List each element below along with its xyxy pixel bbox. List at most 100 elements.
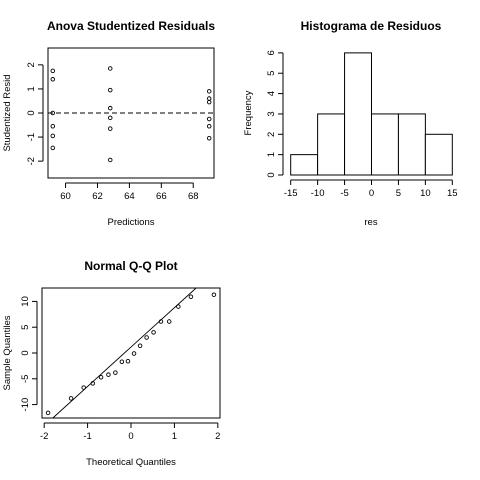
qq-point <box>166 319 172 324</box>
histogram-bar <box>317 113 346 176</box>
histogram-y-axis: 0 1 2 3 4 5 6 <box>266 50 284 178</box>
histogram-bars <box>290 52 453 176</box>
qq-point <box>119 359 125 365</box>
qq-point <box>188 294 194 300</box>
qq-y-tick-label: 10 <box>20 296 31 307</box>
qq-x-axis: -2 -1 0 1 2 <box>40 422 220 442</box>
residual-point <box>107 115 113 121</box>
qq-panel: Normal Q-Q Plot Theoretical Quantiles Sa… <box>2 259 221 468</box>
residuals-x-tick-label: 66 <box>156 191 167 202</box>
histogram-y-tick-label: 6 <box>266 50 277 55</box>
histogram-x-axis: -15 -10 -5 0 5 10 15 <box>284 179 458 199</box>
qq-point <box>90 381 96 386</box>
qq-x-tick-label: -2 <box>40 431 48 442</box>
qq-point <box>211 292 217 297</box>
residual-point <box>206 123 212 129</box>
qq-point <box>45 410 51 416</box>
histogram-y-tick-label: 3 <box>266 111 277 116</box>
residual-point <box>50 133 56 139</box>
residuals-title: Anova Studentized Residuals <box>47 19 215 33</box>
residual-point <box>206 96 212 101</box>
residual-point <box>206 99 212 105</box>
residual-point <box>206 89 212 94</box>
residual-point <box>107 126 113 131</box>
histogram-x-tick-label: 5 <box>396 188 401 199</box>
residuals-y-axis: -2 -1 0 1 2 <box>26 62 44 165</box>
residuals-x-tick-label: 60 <box>60 191 71 202</box>
histogram-x-tick-label: -5 <box>340 188 348 199</box>
histogram-x-label: res <box>364 217 377 228</box>
qq-x-tick-label: 2 <box>215 431 220 442</box>
residuals-x-tick-label: 68 <box>188 191 199 202</box>
residual-point <box>206 116 212 122</box>
qq-x-tick-label: -1 <box>83 431 91 442</box>
residuals-y-label: Studentized Resid <box>2 74 13 151</box>
residuals-y-tick-label: 1 <box>26 86 37 91</box>
histogram-y-tick-label: 5 <box>266 71 277 76</box>
histogram-y-tick-label: 4 <box>266 91 277 96</box>
histogram-y-tick-label: 1 <box>266 152 277 157</box>
residuals-x-label: Predictions <box>108 217 155 228</box>
histogram-bar <box>397 113 426 176</box>
residual-point <box>107 105 113 111</box>
qq-point <box>176 304 181 309</box>
residuals-y-tick-label: 2 <box>26 62 37 67</box>
histogram-bar <box>424 133 453 176</box>
qq-reference-line <box>52 287 197 419</box>
qq-y-tick-label: 0 <box>20 350 31 355</box>
histogram-x-tick-label: 10 <box>420 188 431 199</box>
qq-point <box>68 396 74 401</box>
residuals-y-tick-label: -2 <box>26 157 37 165</box>
residuals-y-tick-label: -1 <box>26 133 37 141</box>
qq-y-label: Sample Quantiles <box>2 315 13 390</box>
histogram-x-tick-label: 15 <box>447 188 458 199</box>
qq-y-tick-label: -5 <box>20 375 31 383</box>
residuals-panel: Anova Studentized Residuals Predictions … <box>2 19 215 228</box>
histogram-y-tick-label: 2 <box>266 132 277 137</box>
residual-point <box>50 77 56 82</box>
histogram-x-tick-label: -15 <box>284 188 298 199</box>
residuals-marks <box>48 66 214 163</box>
residuals-y-tick-label: 0 <box>26 110 37 115</box>
residual-point <box>50 68 56 74</box>
qq-x-label: Theoretical Quantiles <box>86 457 176 468</box>
qq-point <box>158 319 164 324</box>
qq-point <box>137 343 143 349</box>
residual-point <box>107 87 113 93</box>
residual-point <box>107 157 113 163</box>
qq-y-tick-label: 5 <box>20 325 31 330</box>
qq-title: Normal Q-Q Plot <box>84 259 177 273</box>
qq-y-axis: -10 -5 0 5 10 <box>20 296 38 412</box>
qq-point <box>151 330 156 335</box>
residual-point <box>50 145 56 151</box>
residual-point <box>107 66 113 71</box>
residuals-x-tick-label: 62 <box>92 191 103 202</box>
residuals-x-tick-label: 64 <box>124 191 135 202</box>
qq-point <box>144 335 149 340</box>
qq-point <box>98 374 104 380</box>
histogram-y-label: Frequency <box>243 90 254 135</box>
histogram-panel: Histograma de Residuos res Frequency -15… <box>243 19 458 228</box>
residual-point <box>50 123 56 129</box>
qq-point <box>131 351 137 356</box>
residuals-x-axis: 60 62 64 66 68 <box>60 182 199 202</box>
qq-point <box>106 372 111 377</box>
qq-point <box>125 359 131 364</box>
residual-point <box>50 110 56 116</box>
qq-point <box>81 385 86 390</box>
histogram-bar <box>344 52 372 176</box>
histogram-bar <box>371 113 399 176</box>
histogram-x-tick-label: -10 <box>311 188 325 199</box>
qq-x-tick-label: 1 <box>172 431 177 442</box>
histogram-title: Histograma de Residuos <box>301 19 442 33</box>
histogram-y-tick-label: 0 <box>266 172 277 177</box>
qq-marks <box>45 287 217 419</box>
histogram-bar <box>290 154 319 176</box>
qq-plot-frame <box>41 287 221 419</box>
qq-x-tick-label: 0 <box>128 431 133 442</box>
qq-point <box>113 370 118 375</box>
histogram-x-tick-label: 0 <box>369 188 374 199</box>
qq-y-tick-label: -10 <box>20 398 31 412</box>
residual-point <box>206 136 212 141</box>
